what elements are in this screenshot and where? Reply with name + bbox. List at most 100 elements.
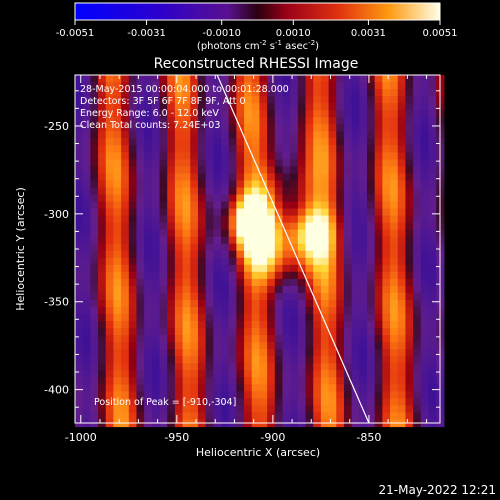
heatmap-cell xyxy=(413,131,422,139)
heatmap-cell xyxy=(420,152,430,160)
heatmap-cell xyxy=(136,117,145,125)
heatmap-cell xyxy=(82,110,91,118)
heatmap-cell xyxy=(75,335,84,343)
heatmap-cell xyxy=(313,117,322,125)
heatmap-cell xyxy=(313,152,322,160)
heatmap-cell xyxy=(159,208,168,217)
heatmap-cell xyxy=(320,194,330,203)
heatmap-cell xyxy=(90,307,99,315)
heatmap-cell xyxy=(159,89,168,97)
heatmap-cell xyxy=(374,159,383,167)
heatmap-cell xyxy=(213,307,222,315)
heatmap-cell xyxy=(182,138,191,146)
heatmap-cell xyxy=(290,124,299,132)
heatmap-cell xyxy=(328,187,337,196)
heatmap-cell xyxy=(82,384,91,392)
heatmap-cell xyxy=(228,250,237,259)
heatmap-cell xyxy=(205,264,214,273)
heatmap-cell xyxy=(351,110,360,118)
heatmap-cell xyxy=(343,328,353,336)
heatmap-cell xyxy=(382,257,391,266)
heatmap-cell xyxy=(336,405,345,414)
heatmap-cell xyxy=(197,124,207,132)
heatmap-cell xyxy=(144,307,153,315)
heatmap-cell xyxy=(105,384,115,392)
heatmap-cell xyxy=(75,117,84,125)
heatmap-cell xyxy=(197,285,207,294)
heatmap-cell xyxy=(290,243,299,252)
heatmap-cell xyxy=(128,314,138,322)
heatmap-cell xyxy=(328,370,337,378)
heatmap-cell xyxy=(113,307,122,315)
heatmap-cell xyxy=(305,229,314,238)
heatmap-cell xyxy=(367,278,376,287)
heatmap-cell xyxy=(228,96,237,104)
info-block: 28-May-2015 00:00:04.000 to 00:01:28.000… xyxy=(80,84,289,131)
heatmap-cell xyxy=(221,271,230,280)
heatmap-cell xyxy=(105,138,115,146)
heatmap-cell xyxy=(98,208,107,217)
heatmap-cell xyxy=(174,89,184,97)
heatmap-cell xyxy=(397,271,407,280)
heatmap-cell xyxy=(336,75,345,83)
heatmap-cell xyxy=(428,250,437,259)
heatmap-cell xyxy=(167,166,176,175)
heatmap-cell xyxy=(382,328,391,336)
heatmap-cell xyxy=(144,187,153,196)
heatmap-cell xyxy=(420,236,430,245)
heatmap-cell xyxy=(90,349,99,357)
heatmap-cell xyxy=(105,236,115,245)
heatmap-cell xyxy=(328,159,337,167)
heatmap-cell xyxy=(167,117,176,125)
heatmap-cell xyxy=(75,103,84,111)
heatmap-cell xyxy=(228,166,237,175)
heatmap-cell xyxy=(313,180,322,189)
heatmap-cell xyxy=(221,356,230,364)
heatmap-cell xyxy=(428,96,437,104)
heatmap-cell xyxy=(121,356,130,364)
heatmap-cell xyxy=(267,180,276,189)
heatmap-cell xyxy=(336,370,345,378)
heatmap-cell xyxy=(420,278,430,287)
heatmap-cell xyxy=(374,236,383,245)
heatmap-cell xyxy=(274,307,284,315)
heatmap-cell xyxy=(113,103,122,111)
heatmap-cell xyxy=(213,110,222,118)
heatmap-cell xyxy=(197,349,207,357)
heatmap-cell xyxy=(351,138,360,146)
heatmap-cell xyxy=(420,180,430,189)
heatmap-cell xyxy=(282,370,291,378)
heatmap-cell xyxy=(144,131,153,139)
heatmap-cell xyxy=(405,229,414,238)
heatmap-cell xyxy=(351,285,360,294)
heatmap-cell xyxy=(213,222,222,231)
heatmap-cell xyxy=(190,145,199,153)
heatmap-cell xyxy=(382,201,391,210)
heatmap-cell xyxy=(397,307,407,315)
heatmap-cell xyxy=(151,117,161,125)
heatmap-cell xyxy=(213,405,222,414)
heatmap-cell xyxy=(213,278,222,287)
heatmap-cell xyxy=(336,89,345,97)
heatmap-cell xyxy=(290,412,299,421)
heatmap-cell xyxy=(75,349,84,357)
heatmap-cell xyxy=(351,271,360,280)
heatmap-cell xyxy=(213,117,222,125)
heatmap-cell xyxy=(75,201,84,210)
heatmap-cell xyxy=(397,152,407,160)
heatmap-cell xyxy=(420,166,430,175)
heatmap-cell xyxy=(228,314,237,322)
heatmap-cell xyxy=(405,82,414,90)
heatmap-cell xyxy=(190,356,199,364)
heatmap-cell xyxy=(305,391,314,399)
heatmap-cell xyxy=(213,215,222,224)
heatmap-cell xyxy=(359,173,368,182)
heatmap-cell xyxy=(213,243,222,252)
heatmap-cell xyxy=(382,117,391,125)
heatmap-cell xyxy=(397,278,407,287)
heatmap-cell xyxy=(159,173,168,182)
heatmap-cell xyxy=(336,222,345,231)
heatmap-cell xyxy=(343,405,353,414)
heatmap-cell xyxy=(305,349,314,357)
heatmap-cell xyxy=(290,271,299,280)
